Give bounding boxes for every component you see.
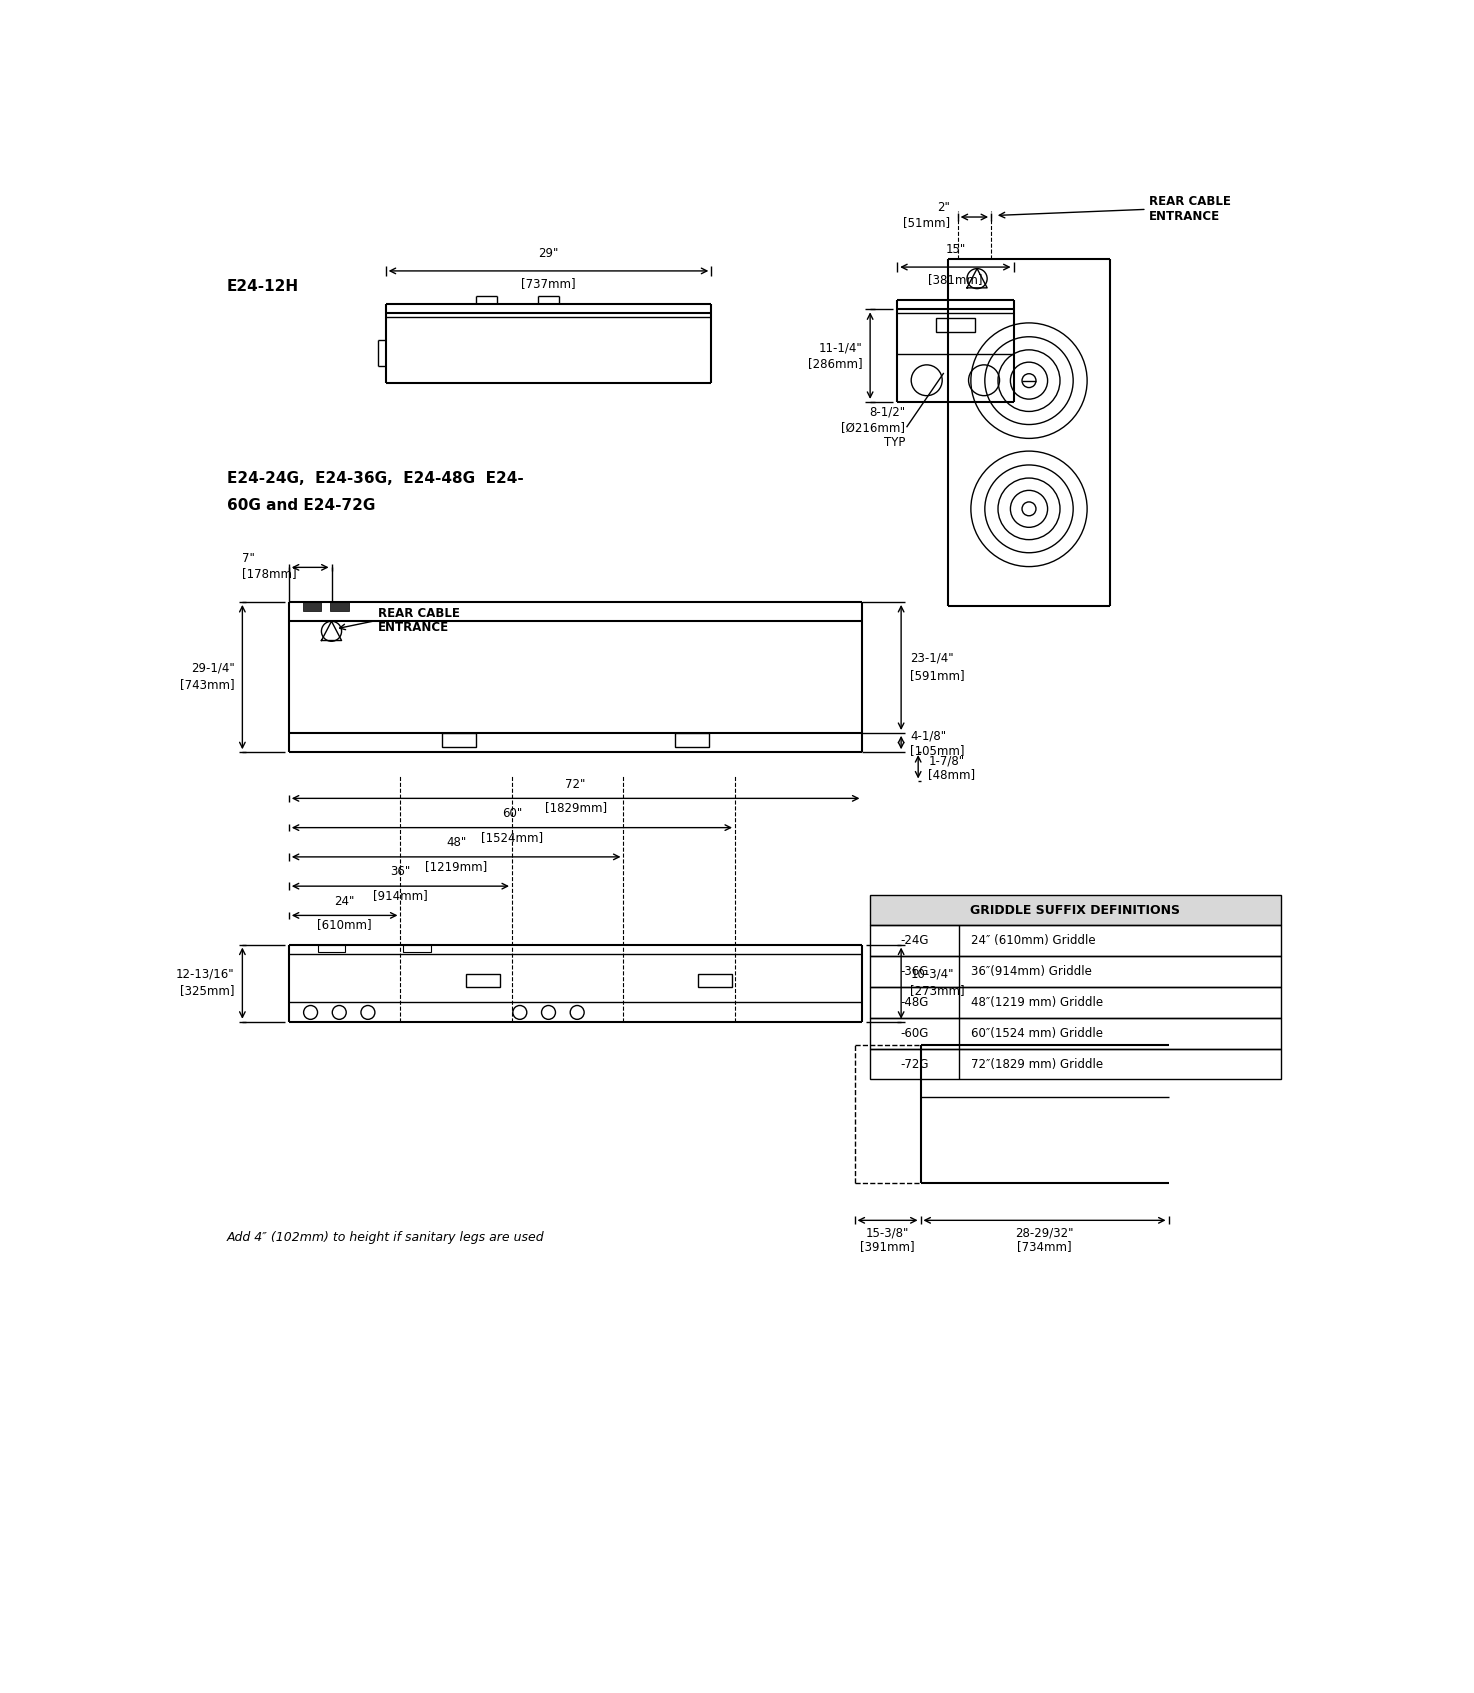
Text: [610mm]: [610mm] — [317, 919, 371, 931]
Bar — [317, 945, 345, 953]
Text: 2": 2" — [937, 201, 949, 215]
Text: [914mm]: [914mm] — [373, 889, 427, 902]
Text: 12-13/16": 12-13/16" — [175, 967, 234, 980]
Text: [1524mm]: [1524mm] — [481, 831, 542, 843]
Text: 10-3/4": 10-3/4" — [911, 967, 954, 980]
Text: [734mm]: [734mm] — [1017, 1241, 1072, 1253]
Bar — [870, 1048, 1281, 1080]
Text: -60G: -60G — [901, 1026, 929, 1040]
Text: TYP: TYP — [883, 437, 905, 449]
Bar — [402, 945, 430, 953]
Text: 24″ (610mm) Griddle: 24″ (610mm) Griddle — [971, 935, 1095, 948]
Text: [48mm]: [48mm] — [929, 769, 976, 780]
Text: [591mm]: [591mm] — [911, 669, 965, 682]
Text: 15-3/8": 15-3/8" — [865, 1226, 909, 1239]
Text: ENTRANCE: ENTRANCE — [1150, 210, 1220, 223]
Text: 29": 29" — [538, 247, 559, 261]
Text: REAR CABLE: REAR CABLE — [1150, 195, 1231, 208]
Text: [273mm]: [273mm] — [911, 984, 965, 997]
Text: 7": 7" — [242, 552, 255, 565]
Text: 11-1/4": 11-1/4" — [818, 342, 862, 354]
Text: 8-1/2": 8-1/2" — [868, 405, 905, 418]
Text: [743mm]: [743mm] — [180, 679, 234, 691]
Text: [286mm]: [286mm] — [808, 357, 862, 369]
Bar — [466, 973, 500, 987]
Text: -36G: -36G — [901, 965, 929, 979]
Text: -24G: -24G — [901, 935, 929, 948]
Text: 72": 72" — [566, 777, 585, 791]
Bar — [675, 733, 709, 747]
Bar — [442, 733, 476, 747]
Bar — [870, 894, 1281, 926]
Text: -48G: -48G — [901, 995, 929, 1009]
Text: 28-29/32": 28-29/32" — [1016, 1226, 1073, 1239]
Bar — [699, 973, 733, 987]
Text: [737mm]: [737mm] — [522, 278, 576, 290]
Text: E24-24G,  E24-36G,  E24-48G  E24-: E24-24G, E24-36G, E24-48G E24- — [227, 471, 523, 486]
Text: 60″(1524 mm) Griddle: 60″(1524 mm) Griddle — [971, 1026, 1103, 1040]
Text: 60G and E24-72G: 60G and E24-72G — [227, 498, 376, 513]
Bar — [870, 987, 1281, 1017]
Text: [Ø216mm]: [Ø216mm] — [842, 422, 905, 433]
Text: [51mm]: [51mm] — [902, 217, 949, 229]
Text: 15": 15" — [945, 244, 965, 256]
Text: -72G: -72G — [901, 1058, 929, 1070]
Text: 48″(1219 mm) Griddle: 48″(1219 mm) Griddle — [971, 995, 1103, 1009]
Bar — [302, 603, 321, 611]
Bar — [936, 318, 974, 332]
Text: 4-1/8": 4-1/8" — [911, 730, 946, 743]
Text: [391mm]: [391mm] — [861, 1241, 915, 1253]
Text: 60": 60" — [501, 808, 522, 819]
Text: 29-1/4": 29-1/4" — [190, 662, 234, 674]
Text: [381mm]: [381mm] — [929, 273, 983, 286]
Text: 23-1/4": 23-1/4" — [911, 652, 954, 665]
Text: [105mm]: [105mm] — [911, 743, 965, 757]
Bar — [870, 957, 1281, 987]
Text: Add 4″ (102mm) to height if sanitary legs are used: Add 4″ (102mm) to height if sanitary leg… — [227, 1231, 544, 1244]
Text: 48": 48" — [447, 836, 466, 850]
Text: 1-7/8": 1-7/8" — [929, 755, 964, 769]
Text: [325mm]: [325mm] — [180, 984, 234, 997]
Text: 36″(914mm) Griddle: 36″(914mm) Griddle — [971, 965, 1092, 979]
Text: E24-12H: E24-12H — [227, 279, 299, 295]
Bar — [330, 603, 348, 611]
Text: 72″(1829 mm) Griddle: 72″(1829 mm) Griddle — [971, 1058, 1103, 1070]
Text: [178mm]: [178mm] — [242, 567, 296, 581]
Bar — [870, 1017, 1281, 1048]
Text: REAR CABLE: REAR CABLE — [377, 608, 460, 620]
Text: 36": 36" — [391, 865, 411, 879]
Text: [1829mm]: [1829mm] — [544, 801, 607, 814]
Bar — [870, 926, 1281, 957]
Text: ENTRANCE: ENTRANCE — [377, 621, 450, 633]
Text: [1219mm]: [1219mm] — [425, 860, 488, 874]
Text: GRIDDLE SUFFIX DEFINITIONS: GRIDDLE SUFFIX DEFINITIONS — [970, 904, 1181, 916]
Text: 24": 24" — [335, 894, 355, 907]
